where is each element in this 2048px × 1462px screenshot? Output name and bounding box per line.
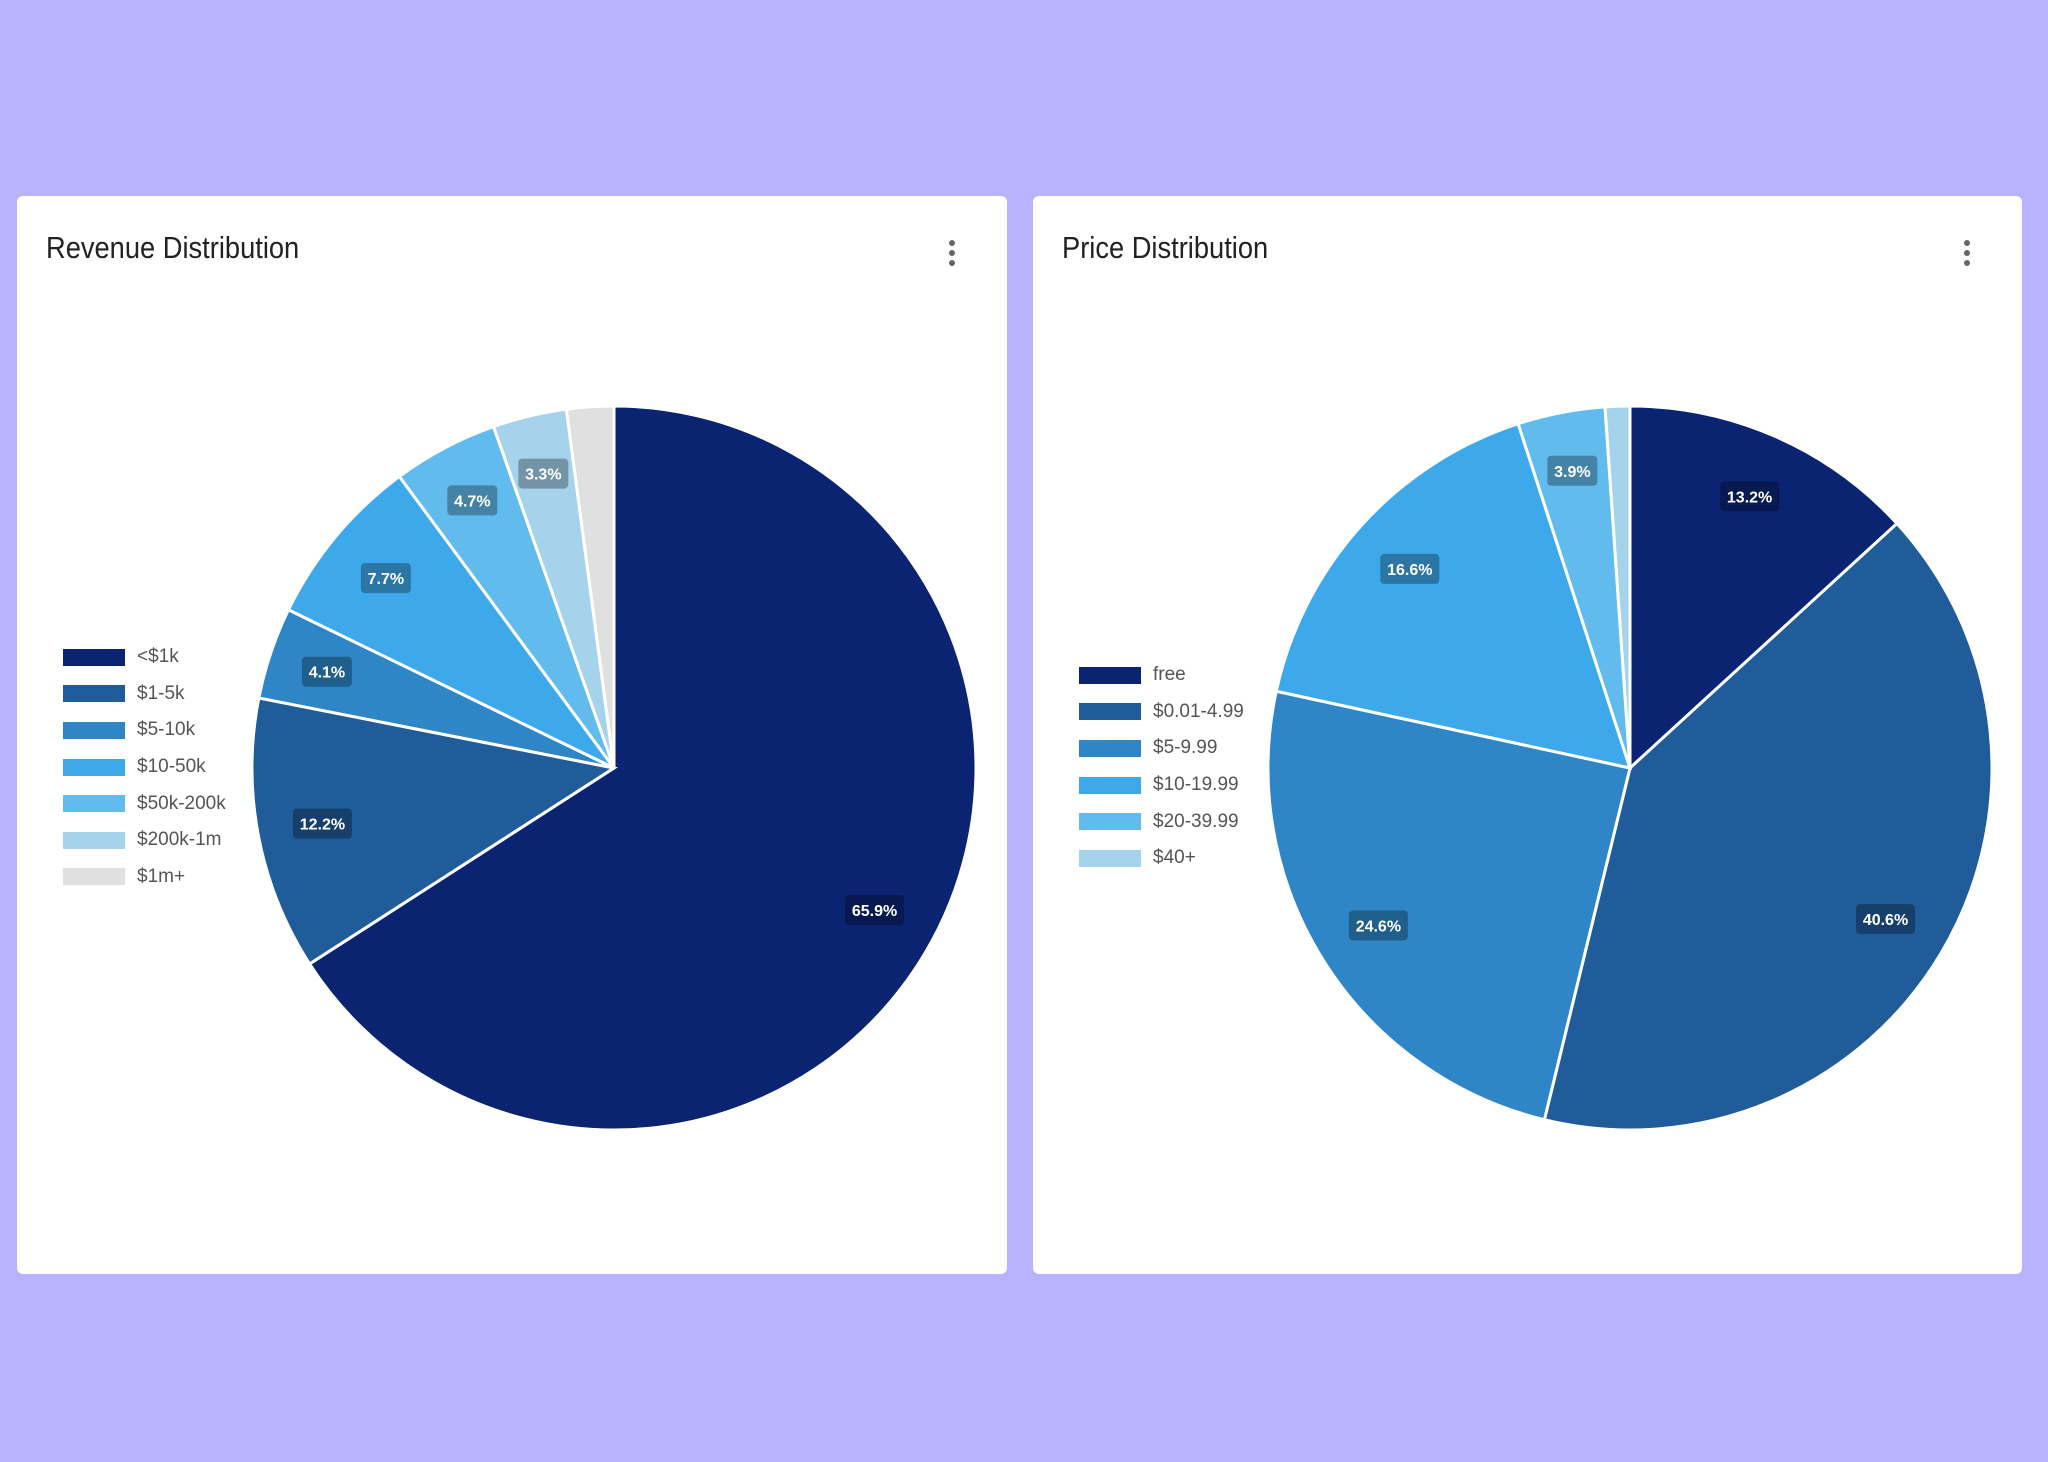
legend-item[interactable]: $10-19.99 (1079, 767, 1244, 804)
data-label-box (1720, 481, 1780, 512)
data-label-box (518, 458, 569, 489)
data-label-text: 13.2% (1727, 489, 1772, 506)
legend-item[interactable]: <$1k (63, 639, 226, 676)
legend-label: <$1k (137, 646, 179, 668)
data-label-box (292, 808, 352, 839)
legend-swatch (1079, 776, 1141, 794)
revenue-distribution-card: Revenue Distribution 65.9% 12.2% 4.1% 7.7% 4… (17, 196, 1007, 1274)
legend-label: $200k-1m (137, 829, 222, 851)
data-label-text: 16.6% (1387, 562, 1432, 579)
data-label-box (1380, 553, 1440, 584)
legend-label: $10-19.99 (1153, 774, 1239, 796)
legend-swatch (63, 831, 125, 849)
data-label: 13.2% (1720, 481, 1780, 512)
price-distribution-card: Price Distribution 13.2% 40.6% 24.6% 16.6% 3… (1033, 196, 2022, 1274)
pie-slice[interactable] (250, 696, 618, 966)
legend-swatch (1079, 703, 1141, 721)
legend-item[interactable]: $200k-1m (63, 822, 226, 859)
pie-slice[interactable] (1274, 421, 1633, 771)
legend-item[interactable]: $40+ (1079, 840, 1244, 877)
legend-swatch (1079, 666, 1141, 684)
legend-swatch (1079, 813, 1141, 831)
data-label: 24.6% (1348, 910, 1408, 941)
more-vertical-icon[interactable] (947, 240, 957, 270)
legend-item[interactable]: $5-10k (63, 712, 226, 749)
legend-item[interactable]: $5-9.99 (1079, 730, 1244, 767)
data-label: 7.7% (360, 563, 411, 594)
data-label-box (360, 563, 411, 594)
data-label: 4.7% (447, 485, 498, 516)
data-label: 4.1% (301, 656, 352, 687)
price-pie: 13.2% 40.6% 24.6% 16.6% 3.9% (1266, 404, 1994, 1132)
revenue-legend: <$1k $1-5k $5-10k $10-50k $50k-200k $200k-1m $… (63, 639, 226, 895)
data-label-text: 40.6% (1863, 912, 1908, 929)
data-label-box (447, 485, 498, 516)
data-label: 40.6% (1856, 904, 1916, 935)
legend-label: $5-10k (137, 719, 196, 741)
card-title: Revenue Distribution (46, 230, 300, 265)
pie-slice[interactable] (307, 404, 978, 1132)
pie-slice[interactable] (564, 404, 616, 769)
legend-item[interactable]: $10-50k (63, 749, 226, 786)
legend-label: $40+ (1153, 847, 1196, 869)
data-label-box (845, 895, 905, 926)
legend-swatch (63, 648, 125, 666)
legend-swatch (63, 685, 125, 703)
legend-item[interactable]: $0.01-4.99 (1079, 694, 1244, 731)
pie-slice[interactable] (1542, 521, 1994, 1132)
legend-label: $0.01-4.99 (1153, 700, 1244, 722)
data-label-text: 7.7% (368, 571, 404, 588)
legend-swatch (63, 795, 125, 813)
data-label-text: 65.9% (852, 903, 897, 920)
data-label: 16.6% (1380, 553, 1440, 584)
data-label: 12.2% (292, 808, 352, 839)
legend-swatch (63, 721, 125, 739)
data-label-box (1856, 904, 1916, 935)
legend-item[interactable]: $20-39.99 (1079, 803, 1244, 840)
card-title: Price Distribution (1062, 230, 1269, 265)
pie-slice[interactable] (286, 474, 616, 770)
legend-item[interactable]: $50k-200k (63, 785, 226, 822)
pie-slice[interactable] (1266, 689, 1632, 1122)
legend-label: $20-39.99 (1153, 810, 1239, 832)
legend-swatch (1079, 849, 1141, 867)
data-label-box (1547, 455, 1598, 486)
data-label: 3.9% (1547, 455, 1598, 486)
price-legend: free $0.01-4.99 $5-9.99 $10-19.99 $20-39.99 $… (1079, 657, 1244, 877)
data-label-text: 4.7% (454, 493, 490, 510)
legend-label: $5-9.99 (1153, 737, 1218, 759)
more-vertical-icon[interactable] (1962, 240, 1972, 270)
legend-label: $1m+ (137, 865, 186, 887)
legend-item[interactable]: $1-5k (63, 676, 226, 713)
legend-swatch (1079, 739, 1141, 757)
data-label-text: 24.6% (1356, 918, 1401, 935)
data-label-text: 3.9% (1554, 464, 1590, 481)
legend-item[interactable]: free (1079, 657, 1244, 694)
data-label-box (1348, 910, 1408, 941)
legend-label: $10-50k (137, 756, 206, 778)
data-label-text: 4.1% (309, 665, 345, 682)
revenue-pie: 65.9% 12.2% 4.1% 7.7% 4.7% 3.3% (250, 404, 978, 1132)
pie-slice[interactable] (1603, 404, 1632, 769)
data-label-box (301, 656, 352, 687)
legend-swatch (63, 758, 125, 776)
data-label: 65.9% (845, 895, 905, 926)
legend-label: $1-5k (137, 682, 185, 704)
legend-item[interactable]: $1m+ (63, 859, 226, 896)
legend-swatch (63, 868, 125, 886)
pie-slice[interactable] (1628, 404, 1900, 772)
data-label: 3.3% (518, 458, 569, 489)
data-label-text: 12.2% (300, 817, 345, 834)
data-label-text: 3.3% (525, 467, 561, 484)
legend-label: $50k-200k (137, 792, 226, 814)
legend-label: free (1153, 664, 1186, 686)
